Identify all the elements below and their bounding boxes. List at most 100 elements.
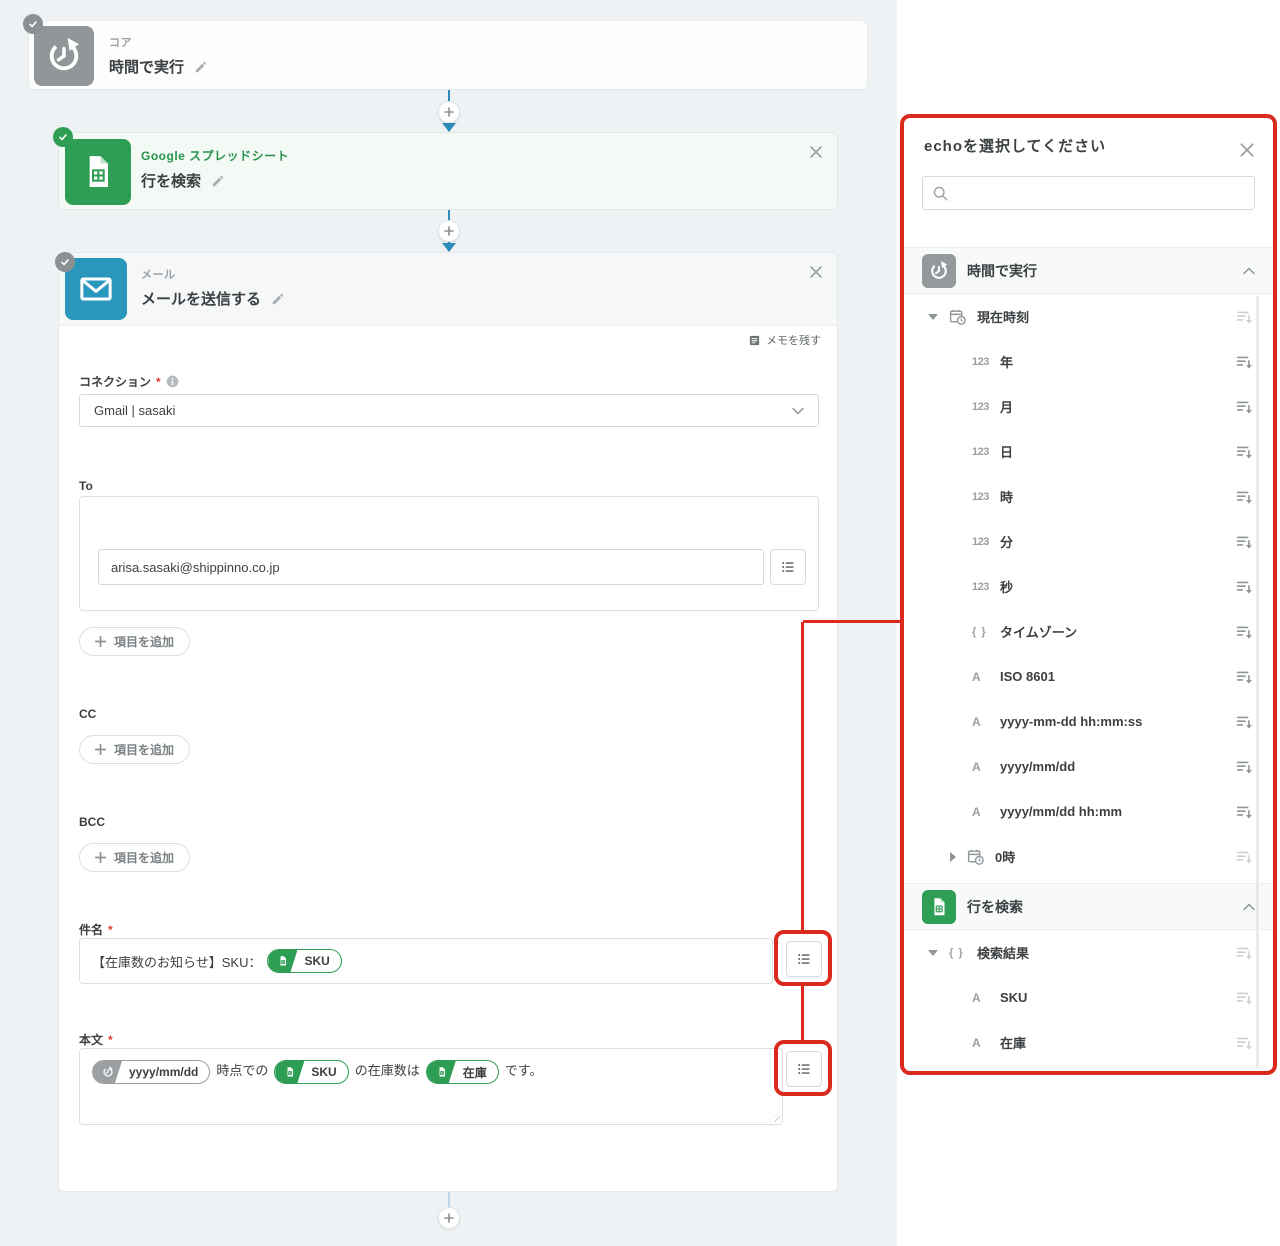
node-app-label: メール bbox=[141, 269, 176, 281]
variable-row[interactable]: 123 時 bbox=[904, 474, 1273, 519]
number-type-icon: 123 bbox=[972, 535, 989, 548]
mail-node-header[interactable]: メール メールを送信する bbox=[59, 253, 837, 326]
body-textarea[interactable]: yyyy/mm/dd 時点での SKU の在庫数は 在庫 です。 bbox=[79, 1048, 783, 1125]
insert-variable-icon[interactable] bbox=[1235, 803, 1253, 821]
insert-variable-icon[interactable] bbox=[1235, 533, 1253, 551]
variable-row[interactable]: 123 分 bbox=[904, 519, 1273, 564]
add-node-button[interactable] bbox=[438, 220, 460, 242]
insert-variable-icon[interactable] bbox=[1235, 488, 1253, 506]
check-badge-icon bbox=[23, 14, 43, 34]
workflow-canvas: コア 時間で実行 bbox=[0, 0, 897, 1246]
insert-variable-icon[interactable] bbox=[1235, 398, 1253, 416]
insert-variable-icon[interactable] bbox=[1235, 623, 1253, 641]
variable-label: 検索結果 bbox=[977, 946, 1030, 961]
subject-input[interactable]: 【在庫数のお知らせ】SKU： SKU bbox=[79, 938, 773, 984]
variable-label: ISO 8601 bbox=[1000, 669, 1055, 684]
node-app-label: Google スプレッドシート bbox=[141, 149, 290, 163]
chevron-up-icon[interactable] bbox=[1243, 266, 1255, 275]
section-header-time-trigger[interactable]: 時間で実行 bbox=[904, 247, 1273, 294]
edit-pencil-icon[interactable] bbox=[194, 60, 208, 74]
insert-output-button[interactable] bbox=[770, 549, 806, 585]
text-type-icon: A bbox=[972, 669, 981, 684]
variable-row[interactable]: A yyyy-mm-dd hh:mm:ss bbox=[904, 699, 1273, 744]
variable-label: 分 bbox=[1000, 535, 1014, 550]
insert-output-button[interactable] bbox=[786, 1051, 822, 1087]
add-item-button[interactable]: 項目を追加 bbox=[79, 627, 191, 656]
close-icon[interactable] bbox=[809, 145, 823, 159]
add-item-button[interactable]: 項目を追加 bbox=[79, 843, 191, 872]
info-icon[interactable] bbox=[166, 375, 179, 388]
variable-chip-sku[interactable]: SKU bbox=[267, 949, 342, 973]
close-icon[interactable] bbox=[809, 265, 823, 279]
subject-label: 件名 * bbox=[79, 922, 113, 938]
output-picker-panel: echoを選択してください 時間で実行 現在時刻 bbox=[900, 114, 1277, 1075]
node-title: 行を検索 bbox=[141, 173, 202, 190]
variable-row[interactable]: A yyyy/mm/dd hh:mm bbox=[904, 789, 1273, 834]
body-text: 時点での bbox=[216, 1063, 269, 1078]
subject-text: 【在庫数のお知らせ】SKU： bbox=[92, 954, 262, 970]
variable-row[interactable]: { } タイムゾーン bbox=[904, 609, 1273, 654]
variable-label: 日 bbox=[1000, 445, 1014, 460]
workflow-node-sheets[interactable]: Google スプレッドシート 行を検索 bbox=[53, 127, 838, 210]
text-type-icon: A bbox=[972, 714, 981, 729]
connector bbox=[438, 1192, 460, 1232]
leave-memo-button[interactable]: メモを残す bbox=[748, 332, 821, 348]
variable-row[interactable]: A ISO 8601 bbox=[904, 654, 1273, 699]
insert-variable-icon[interactable] bbox=[1235, 944, 1253, 962]
insert-variable-icon[interactable] bbox=[1235, 758, 1253, 776]
variable-row[interactable]: 123 秒 bbox=[904, 564, 1273, 609]
to-input[interactable] bbox=[98, 549, 764, 585]
text-type-icon: A bbox=[972, 1035, 981, 1050]
variable-row[interactable]: 123 年 bbox=[904, 339, 1273, 384]
clock-run-icon bbox=[922, 253, 956, 288]
text-type-icon: A bbox=[972, 990, 981, 1005]
insert-variable-icon[interactable] bbox=[1235, 308, 1253, 326]
node-app-label: コア bbox=[109, 37, 132, 49]
variable-label: 月 bbox=[1000, 400, 1014, 415]
connection-select[interactable]: Gmail | sasaki bbox=[79, 394, 819, 427]
search-input[interactable] bbox=[955, 185, 1245, 201]
caret-down-icon[interactable] bbox=[928, 313, 938, 320]
caret-down-icon[interactable] bbox=[928, 949, 938, 956]
section-label: 時間で実行 bbox=[967, 262, 1037, 279]
resize-handle[interactable] bbox=[769, 1111, 780, 1122]
bcc-label: BCC bbox=[79, 815, 105, 829]
variable-row[interactable]: A 在庫 bbox=[904, 1020, 1273, 1065]
insert-variable-icon[interactable] bbox=[1235, 443, 1253, 461]
caret-right-icon[interactable] bbox=[950, 851, 956, 862]
variable-row[interactable]: 123 日 bbox=[904, 429, 1273, 474]
workflow-node-core[interactable]: コア 時間で実行 bbox=[23, 14, 868, 90]
variable-chip-sku[interactable]: SKU bbox=[274, 1060, 349, 1084]
variable-label: yyyy/mm/dd hh:mm bbox=[1000, 804, 1123, 819]
add-node-button[interactable] bbox=[438, 1207, 460, 1229]
variable-row[interactable]: A SKU bbox=[904, 975, 1273, 1020]
variable-chip-date[interactable]: yyyy/mm/dd bbox=[92, 1060, 211, 1084]
section-header-search-rows[interactable]: 行を検索 bbox=[904, 883, 1273, 930]
variable-row[interactable]: 123 月 bbox=[904, 384, 1273, 429]
node-title: メールを送信する bbox=[141, 291, 262, 308]
insert-variable-icon[interactable] bbox=[1235, 668, 1253, 686]
chevron-up-icon[interactable] bbox=[1243, 902, 1255, 911]
insert-variable-icon[interactable] bbox=[1235, 848, 1253, 866]
insert-output-button[interactable] bbox=[786, 941, 822, 977]
add-item-button[interactable]: 項目を追加 bbox=[79, 735, 191, 764]
add-node-button[interactable] bbox=[438, 101, 460, 123]
variable-chip-stock[interactable]: 在庫 bbox=[425, 1060, 499, 1084]
variable-row[interactable]: 0時 bbox=[904, 834, 1273, 879]
close-icon[interactable] bbox=[1239, 142, 1255, 158]
insert-variable-icon[interactable] bbox=[1235, 578, 1253, 596]
calendar-clock-icon bbox=[967, 848, 993, 865]
variable-row[interactable]: { } 検索結果 bbox=[904, 930, 1273, 975]
insert-variable-icon[interactable] bbox=[1235, 1034, 1253, 1052]
insert-variable-icon[interactable] bbox=[1235, 353, 1253, 371]
connection-value: Gmail | sasaki bbox=[94, 403, 176, 418]
variable-row[interactable]: A yyyy/mm/dd bbox=[904, 744, 1273, 789]
edit-pencil-icon[interactable] bbox=[271, 292, 285, 306]
search-box bbox=[922, 176, 1255, 210]
edit-pencil-icon[interactable] bbox=[211, 174, 225, 188]
insert-variable-icon[interactable] bbox=[1235, 713, 1253, 731]
object-type-icon: { } bbox=[972, 625, 987, 638]
insert-variable-icon[interactable] bbox=[1235, 989, 1253, 1007]
scrollbar[interactable] bbox=[1256, 296, 1259, 1068]
variable-row[interactable]: 現在時刻 bbox=[904, 294, 1273, 339]
